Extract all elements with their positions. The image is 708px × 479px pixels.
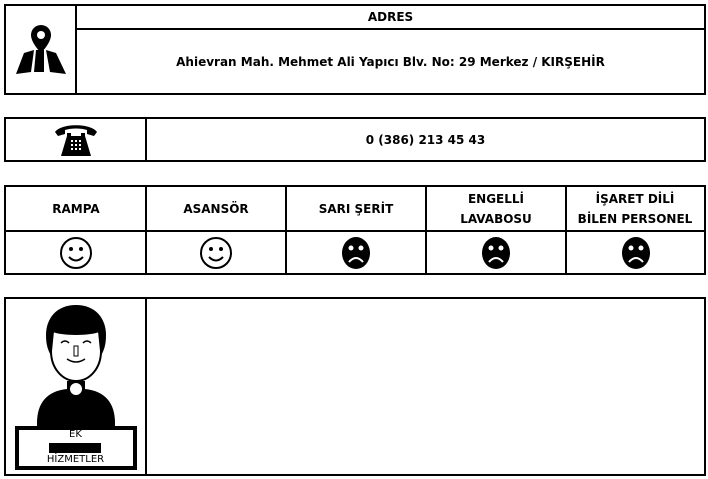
address-box: ADRES Ahievran Mah. Mehmet Ali Yapıcı Bl… — [4, 4, 706, 95]
accessibility-table: RAMPA ASANSÖR SARI ŞERİT ENGELLİ LAVABOS… — [4, 185, 706, 275]
telephone-icon — [6, 119, 145, 160]
phone-box: 0 (386) 213 45 43 — [4, 117, 706, 162]
header-line: LAVABOSU — [460, 212, 532, 226]
extra-services-box: EK HİZMETLER — [4, 297, 706, 476]
header-sari-serit: SARI ŞERİT — [318, 202, 394, 216]
smiley-happy-icon — [6, 232, 146, 273]
header-asansor: ASANSÖR — [183, 202, 249, 216]
address-title: ADRES — [367, 10, 414, 24]
smiley-happy-icon — [146, 232, 286, 273]
smiley-sad-icon — [566, 232, 706, 273]
smiley-sad-icon — [286, 232, 426, 273]
header-line: ENGELLİ — [467, 192, 525, 206]
extra-services-label-ek: EK — [69, 429, 82, 440]
header-line: İŞARET DİLİ — [595, 192, 675, 206]
staff-person-icon — [6, 299, 145, 474]
header-isaret-dili: İŞARET DİLİ BİLEN PERSONEL — [566, 187, 704, 231]
header-line: BİLEN PERSONEL — [577, 212, 693, 226]
header-rampa: RAMPA — [52, 202, 100, 216]
smiley-sad-icon — [426, 232, 566, 273]
extra-services-value — [147, 299, 704, 474]
address-value: Ahievran Mah. Mehmet Ali Yapıcı Blv. No:… — [176, 54, 605, 69]
header-engelli-lavabosu: ENGELLİ LAVABOSU — [426, 187, 566, 231]
extra-services-label-hizmetler: HİZMETLER — [46, 454, 105, 465]
map-pin-icon — [6, 6, 76, 93]
phone-value: 0 (386) 213 45 43 — [365, 132, 486, 147]
